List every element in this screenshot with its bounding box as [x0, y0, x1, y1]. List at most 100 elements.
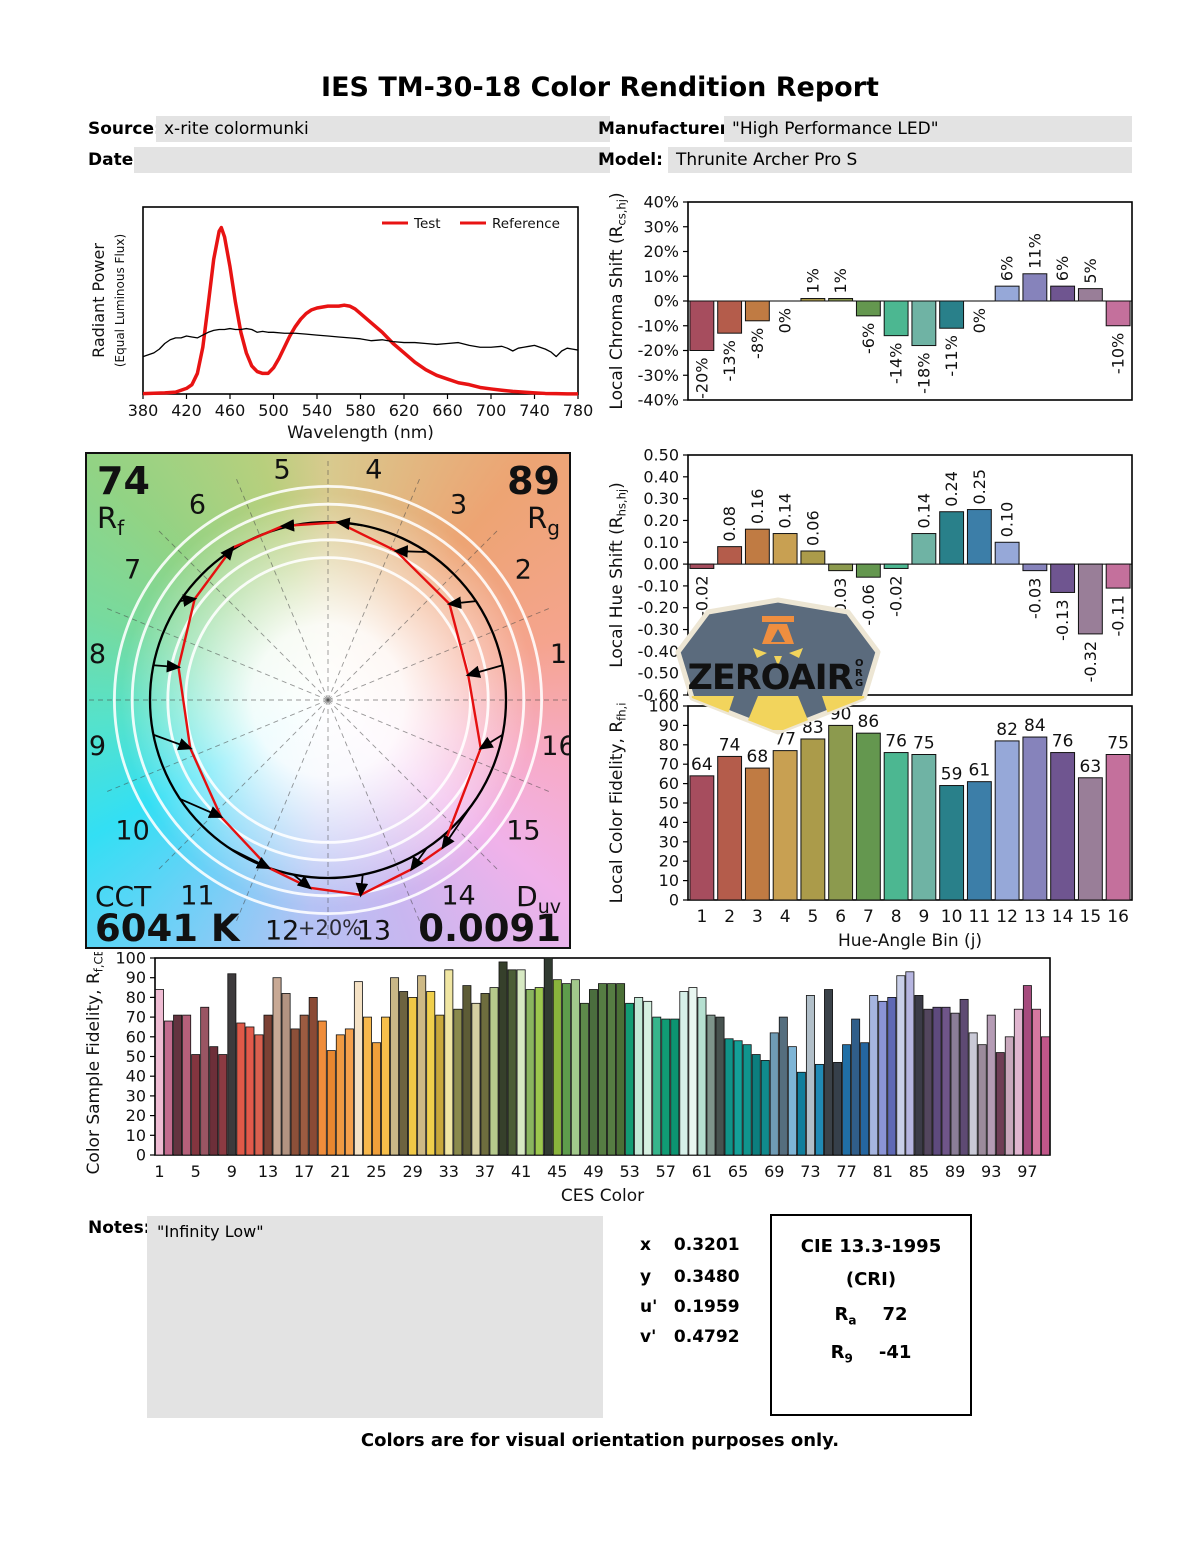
svg-text:11: 11 — [180, 880, 214, 911]
svg-text:Rg: Rg — [527, 501, 560, 540]
svg-text:15: 15 — [1080, 907, 1102, 927]
svg-text:12: 12 — [265, 915, 299, 946]
svg-text:0%: 0% — [776, 308, 795, 333]
cri-box: CIE 13.3-1995 (CRI) Ra 72 R9 -41 — [770, 1214, 972, 1416]
svg-text:Wavelength (nm): Wavelength (nm) — [287, 423, 434, 443]
date-label: Date: — [88, 150, 141, 170]
svg-text:40: 40 — [126, 1067, 146, 1086]
x-value: 0.3201 — [673, 1235, 740, 1255]
svg-text:20: 20 — [126, 1106, 146, 1125]
svg-text:-0.06: -0.06 — [859, 584, 878, 625]
svg-text:57: 57 — [656, 1162, 676, 1181]
chromaticity-x-row: x 0.3201 — [640, 1235, 790, 1255]
svg-text:61: 61 — [969, 761, 991, 781]
svg-text:-20%: -20% — [638, 341, 679, 360]
svg-text:3: 3 — [752, 907, 763, 927]
svg-text:-6%: -6% — [859, 323, 878, 354]
svg-text:76: 76 — [1052, 732, 1074, 752]
r9-sub: 9 — [844, 1351, 853, 1366]
svg-text:50: 50 — [659, 794, 679, 813]
svg-text:8: 8 — [891, 907, 902, 927]
svg-text:620: 620 — [389, 401, 420, 420]
svg-text:1: 1 — [696, 907, 707, 927]
zeroair-watermark: ZEROAIR O R G — [670, 596, 886, 738]
ra-sub: a — [848, 1313, 857, 1328]
svg-text:-0.20: -0.20 — [638, 598, 679, 617]
svg-text:13: 13 — [1024, 907, 1046, 927]
svg-text:59: 59 — [941, 765, 963, 785]
svg-text:100: 100 — [648, 698, 679, 716]
svg-text:0.08: 0.08 — [720, 506, 739, 542]
u-prime-value: 0.1959 — [673, 1297, 740, 1317]
svg-text:6: 6 — [189, 490, 206, 521]
source-value: x-rite colormunki — [164, 119, 309, 139]
svg-text:45: 45 — [547, 1162, 567, 1181]
ra-value: 72 — [882, 1304, 908, 1325]
svg-text:5%: 5% — [1081, 258, 1100, 283]
cri-subtitle: (CRI) — [845, 1269, 897, 1290]
svg-text:-0.02: -0.02 — [887, 575, 906, 616]
svg-text:0.00: 0.00 — [643, 555, 679, 574]
chromaticity-u-row: u' 0.1959 — [640, 1297, 790, 1317]
svg-text:-0.60: -0.60 — [638, 686, 679, 705]
svg-text:-30%: -30% — [638, 366, 679, 385]
svg-text:64: 64 — [691, 755, 713, 775]
svg-text:17: 17 — [294, 1162, 314, 1181]
svg-text:1: 1 — [154, 1162, 164, 1181]
svg-text:69: 69 — [764, 1162, 784, 1181]
svg-text:97: 97 — [1017, 1162, 1037, 1181]
svg-text:Radiant Power: Radiant Power — [89, 243, 108, 358]
svg-text:Duv: Duv — [516, 880, 561, 918]
svg-text:660: 660 — [432, 401, 463, 420]
svg-text:6%: 6% — [1053, 256, 1072, 281]
svg-text:6%: 6% — [998, 256, 1017, 281]
svg-text:50: 50 — [126, 1047, 146, 1066]
svg-text:16: 16 — [1107, 907, 1129, 927]
svg-text:11%: 11% — [1025, 233, 1044, 269]
svg-text:74: 74 — [97, 459, 150, 503]
svg-text:40%: 40% — [643, 193, 679, 212]
svg-text:-8%: -8% — [748, 328, 767, 359]
source-value-box: x-rite colormunki — [156, 116, 610, 142]
svg-text:0.14: 0.14 — [914, 493, 933, 529]
svg-text:10: 10 — [941, 907, 963, 927]
svg-text:460: 460 — [215, 401, 246, 420]
svg-text:8: 8 — [89, 639, 106, 670]
svg-text:9: 9 — [918, 907, 929, 927]
page-title: IES TM-30-18 Color Rendition Report — [321, 72, 879, 103]
svg-text:0%: 0% — [970, 308, 989, 333]
svg-text:20: 20 — [659, 852, 679, 871]
svg-text:63: 63 — [1080, 757, 1102, 777]
svg-text:40: 40 — [659, 813, 679, 832]
svg-text:16: 16 — [541, 731, 569, 762]
svg-text:-18%: -18% — [914, 353, 933, 394]
svg-text:37: 37 — [475, 1162, 495, 1181]
svg-text:-10%: -10% — [638, 316, 679, 335]
svg-text:Local Chroma Shift (Rcs,hj): Local Chroma Shift (Rcs,hj) — [607, 192, 629, 409]
svg-text:70: 70 — [659, 755, 679, 774]
svg-text:68: 68 — [747, 747, 769, 767]
svg-text:10: 10 — [115, 816, 149, 847]
svg-text:Test: Test — [413, 216, 441, 232]
svg-text:Local Hue Shift (Rhs,hj): Local Hue Shift (Rhs,hj) — [607, 482, 629, 668]
svg-text:0.30: 0.30 — [643, 489, 679, 508]
svg-text:15: 15 — [506, 816, 540, 847]
y-label: y — [640, 1267, 652, 1287]
local-hue-shift-chart: 0.500.400.300.200.100.00-0.10-0.20-0.30-… — [607, 448, 1133, 705]
svg-text:Rf: Rf — [97, 501, 125, 540]
svg-text:81: 81 — [873, 1162, 893, 1181]
svg-text:77: 77 — [836, 1162, 856, 1181]
svg-text:-13%: -13% — [720, 340, 739, 381]
svg-text:6041 K: 6041 K — [95, 907, 241, 947]
svg-text:0.24: 0.24 — [942, 471, 961, 507]
ra-label: R — [834, 1304, 849, 1325]
svg-text:90: 90 — [659, 716, 679, 735]
cri-r9-row: R9 -41 — [772, 1342, 970, 1366]
svg-text:0.25: 0.25 — [970, 469, 989, 505]
svg-text:-0.03: -0.03 — [1025, 578, 1044, 619]
date-value-box — [134, 147, 610, 173]
local-color-fidelity-chart: 1009080706050403020100641742683774835906… — [607, 698, 1133, 950]
svg-text:5: 5 — [807, 907, 818, 927]
svg-text:30: 30 — [126, 1086, 146, 1105]
